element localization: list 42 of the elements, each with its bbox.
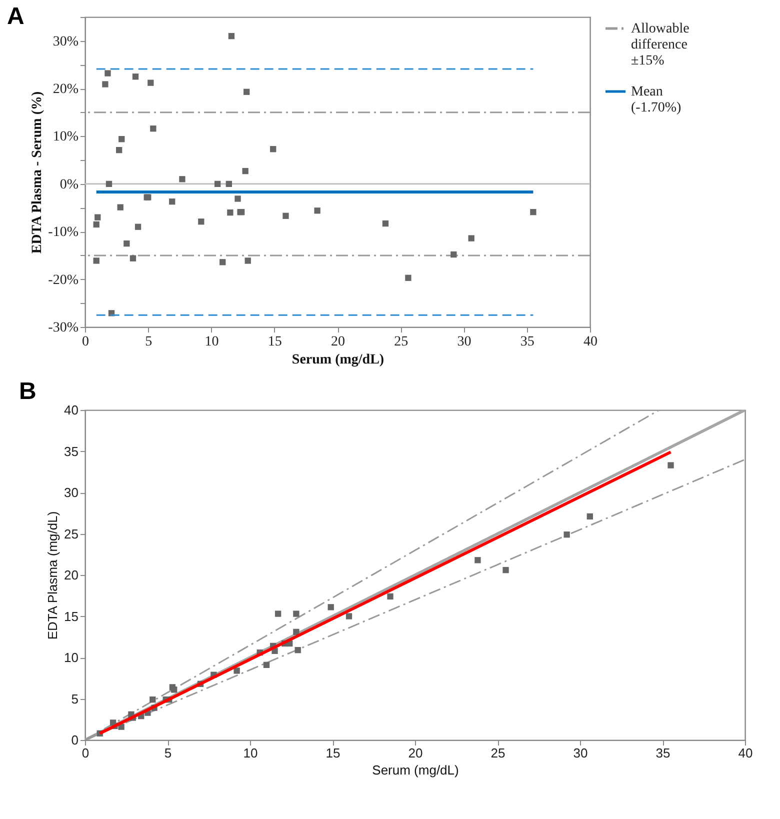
y-tick-label: 10% — [52, 130, 79, 145]
y-tick-label: 20% — [52, 82, 79, 98]
x-tick-label: 15 — [268, 334, 282, 350]
x-tick-label: 20 — [331, 334, 345, 350]
y-tick-label: 10 — [64, 650, 78, 665]
x-tick-label: 35 — [656, 746, 670, 760]
x-tick-label: 30 — [457, 334, 472, 350]
x-tick-label: 40 — [738, 746, 753, 760]
y-axis-title: EDTA Plasma - Serum (%) — [30, 91, 46, 254]
x-axis-title: Serum (mg/dL) — [292, 352, 384, 368]
x-tick-label: 15 — [326, 746, 340, 760]
legend-label: Allowable difference ±15% — [631, 22, 690, 68]
x-tick-label: 40 — [584, 334, 598, 350]
y-tick-label: 30 — [64, 485, 78, 500]
y-tick-label: -20% — [48, 272, 79, 288]
x-tick-label: 35 — [520, 334, 534, 350]
x-tick-label: 25 — [394, 334, 408, 350]
x-tick-label: 5 — [145, 334, 152, 350]
legend-label: Mean (-1.70%) — [631, 84, 682, 116]
y-tick-label: -10% — [48, 225, 79, 240]
y-tick-label: 25 — [64, 526, 78, 542]
y-tick-label: 40 — [64, 402, 78, 418]
x-tick-label: 0 — [82, 746, 90, 760]
x-tick-label: 20 — [408, 746, 423, 760]
y-tick-label: 20 — [64, 568, 78, 582]
y-tick-label: 30% — [52, 34, 79, 50]
x-tick-label: 0 — [82, 334, 89, 350]
text: A — [7, 3, 24, 30]
y-tick-label: 35 — [64, 444, 78, 459]
x-tick-label: 10 — [243, 746, 258, 760]
x-tick-label: 25 — [490, 746, 506, 760]
y-tick-label: 0% — [60, 177, 79, 192]
x-tick-label: 10 — [204, 334, 219, 350]
y-tick-label: 5 — [71, 691, 78, 706]
x-tick-label: 5 — [164, 746, 172, 760]
y-tick-label: 15 — [64, 608, 78, 624]
y-tick-label: 0 — [71, 732, 78, 748]
x-axis-title: Serum (mg/dL) — [372, 762, 459, 778]
x-tick-label: 30 — [573, 746, 588, 760]
y-tick-label: -30% — [48, 320, 79, 336]
text: B — [19, 378, 36, 405]
y-axis-title: EDTA Plasma (mg/dL) — [45, 511, 60, 640]
